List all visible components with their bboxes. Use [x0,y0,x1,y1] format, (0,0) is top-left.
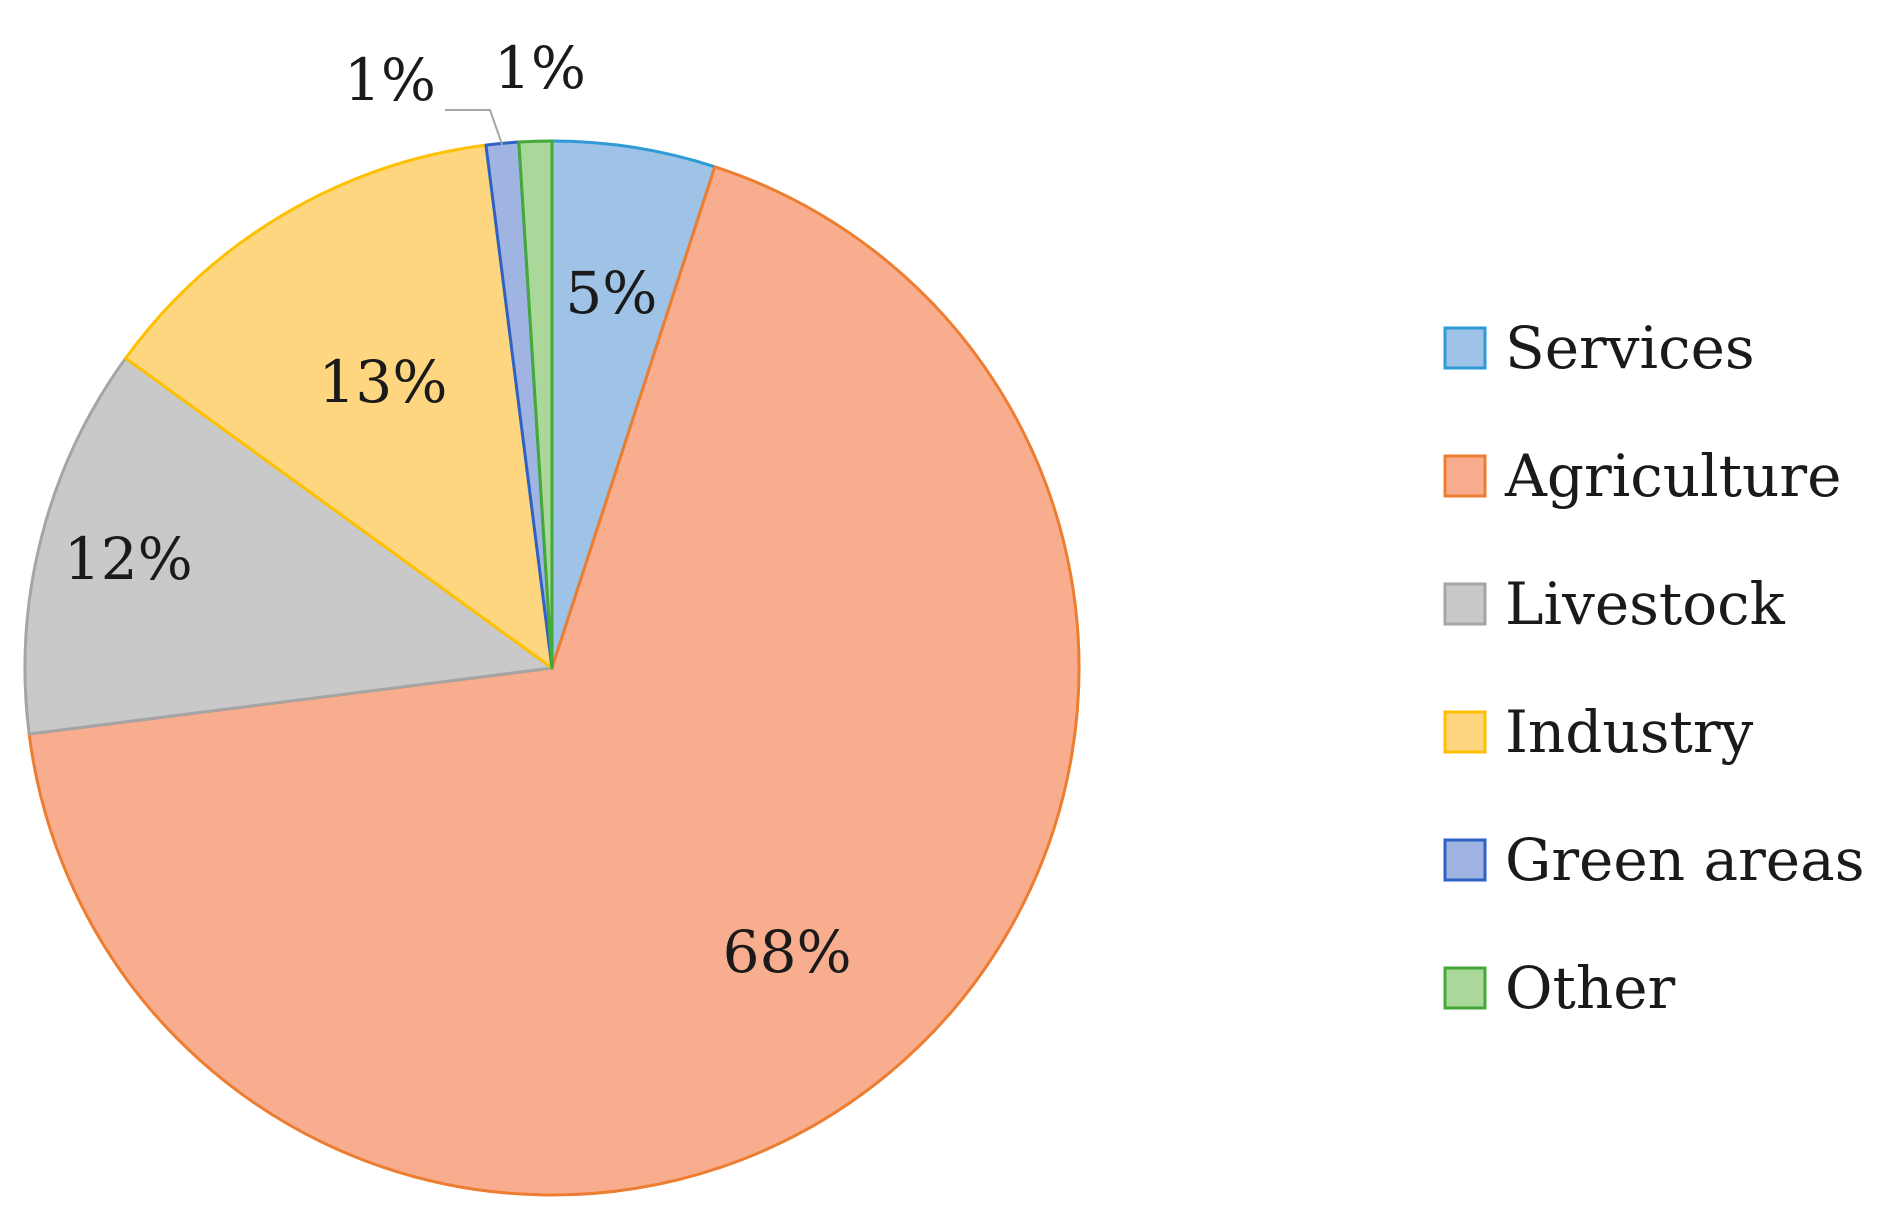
pie-slices [23,139,1081,1197]
legend-swatch-green-areas [1443,838,1487,882]
legend-label-industry: Industry [1505,698,1754,766]
legend-label-green-areas: Green areas [1505,826,1864,894]
legend-item-services: Services [1443,314,1755,382]
legend-label-livestock: Livestock [1505,570,1786,638]
legend: Services Agriculture Livestock Industry Gree… [1443,314,1864,1022]
legend-label-services: Services [1505,314,1755,382]
legend-item-industry: Industry [1443,698,1754,766]
legend-item-livestock: Livestock [1443,570,1786,638]
legend-item-other: Other [1443,954,1676,1022]
legend-swatch-agriculture [1443,454,1487,498]
legend-swatch-services [1443,326,1487,370]
slice-label-industry: 13% [319,348,448,416]
slice-label-services: 5% [565,259,657,327]
legend-label-other: Other [1505,954,1676,1022]
pie-slice-industry [124,143,554,670]
pie-slice-livestock [23,356,554,736]
pie-slice-agriculture [27,165,1081,1197]
legend-item-agriculture: Agriculture [1443,442,1841,510]
leader-lines [445,109,504,146]
legend-swatch-livestock [1443,582,1487,626]
legend-swatch-industry [1443,710,1487,754]
legend-swatch-other [1443,966,1487,1010]
slice-label-livestock: 12% [64,525,193,593]
slice-label-other: 1% [494,34,586,102]
leader-line-green-areas [445,109,504,146]
legend-label-agriculture: Agriculture [1504,442,1841,510]
pie-slice-other [517,139,554,670]
slice-labels: 5% 68% 12% 13% 1% 1% [64,34,852,986]
slice-label-green-areas: 1% [344,46,436,114]
slice-label-agriculture: 68% [723,918,852,986]
pie-slice-services [550,139,717,670]
legend-item-green-areas: Green areas [1443,826,1864,894]
